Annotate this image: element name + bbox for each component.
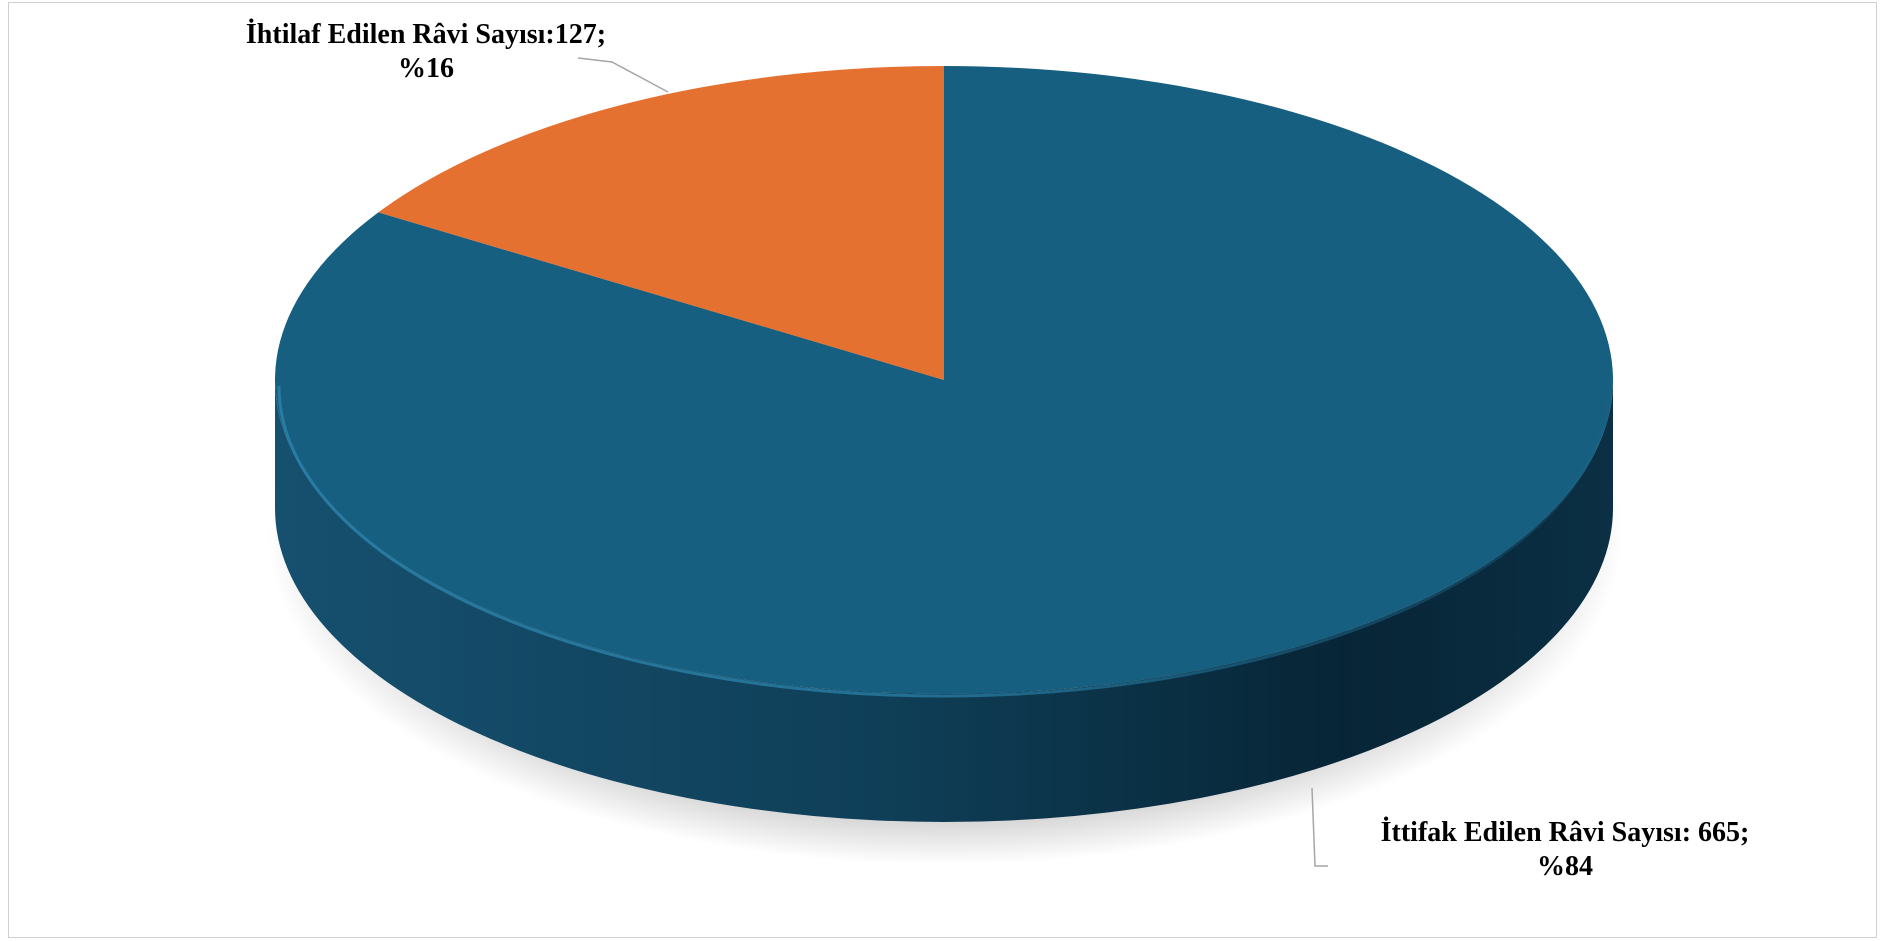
pie-slice-ihtilaf (378, 66, 944, 380)
data-label-ittifak-line2: %84 (1537, 851, 1593, 882)
data-label-ihtilaf: İhtilaf Edilen Râvi Sayısı:127; %16 (222, 18, 630, 86)
data-label-ihtilaf-line2: %16 (398, 53, 454, 84)
data-label-ittifak-line1: İttifak Edilen Râvi Sayısı: 665; (1380, 817, 1750, 848)
pie-slice-ittifak (274, 66, 1613, 694)
pie-side-wall (275, 380, 1613, 822)
leader-line-ihtilaf (577, 57, 669, 93)
leader-line-ittifak (1311, 787, 1328, 867)
pie-rim-highlight (277, 385, 1611, 698)
data-label-ittifak: İttifak Edilen Râvi Sayısı: 665; %84 (1345, 816, 1785, 884)
data-label-ihtilaf-line1: İhtilaf Edilen Râvi Sayısı:127; (245, 19, 607, 50)
